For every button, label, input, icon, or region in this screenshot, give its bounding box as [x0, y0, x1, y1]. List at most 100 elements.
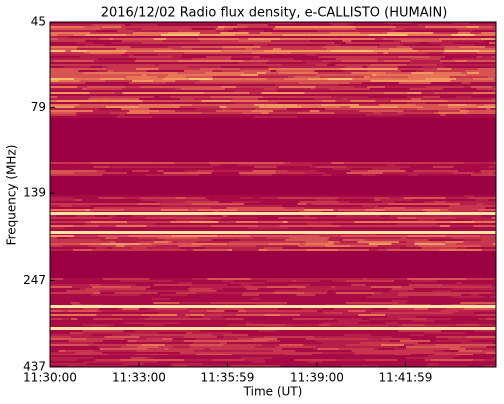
- spectrum-cell: [435, 340, 472, 342]
- spectrum-cell: [288, 237, 330, 239]
- spectrum-cell: [260, 201, 287, 203]
- spectrum-cell: [437, 223, 455, 225]
- spectrum-cell: [299, 314, 333, 316]
- spectrum-cell: [309, 296, 343, 298]
- spectrum-cell: [453, 312, 466, 314]
- spectrum-cell: [340, 44, 380, 46]
- spectrum-cell: [245, 199, 278, 201]
- spectrum-cell: [418, 174, 459, 176]
- spectrum-cell: [87, 54, 122, 56]
- spectrum-cell: [162, 78, 189, 80]
- spectrum-cell: [459, 30, 473, 32]
- spectrum-cell: [50, 32, 91, 34]
- spectrum-cell: [401, 237, 407, 239]
- spectrum-cell: [350, 174, 363, 176]
- spectrum-cell: [317, 82, 350, 84]
- spectrum-cell: [121, 346, 138, 348]
- spectrum-cell: [50, 209, 85, 211]
- spectrum-cell: [98, 346, 122, 348]
- spectrum-cell: [446, 235, 481, 237]
- spectrum-cell: [399, 116, 430, 118]
- spectrum-cell: [396, 52, 428, 54]
- spectrum-cell: [50, 235, 75, 237]
- spectrum-cell: [147, 348, 155, 350]
- spectrum-cell: [485, 352, 496, 354]
- spectrum-cell: [471, 90, 493, 92]
- spectrum-cell: [75, 215, 96, 217]
- spectrum-cell: [50, 207, 94, 209]
- spectrum-cell: [222, 46, 261, 48]
- spectrum-cell: [79, 80, 106, 82]
- spectrum-cell: [296, 288, 339, 290]
- spectrum-cell: [50, 172, 75, 174]
- spectrum-cell: [410, 363, 428, 365]
- spectrum-cell: [231, 58, 252, 60]
- spectrum-cell: [333, 318, 352, 320]
- spectrum-cell: [365, 290, 390, 292]
- spectrum-cell: [460, 302, 496, 304]
- spectrum-cell: [231, 22, 264, 24]
- spectrum-cell: [131, 316, 149, 318]
- spectrum-cell: [306, 249, 339, 251]
- spectrum-cell: [79, 104, 109, 106]
- spectrum-cell: [331, 280, 347, 282]
- spectrum-cell: [317, 221, 324, 223]
- spectrum-cell: [232, 249, 238, 251]
- spectrum-cell: [50, 363, 88, 365]
- spectrum-cell: [407, 174, 419, 176]
- spectrum-cell: [424, 359, 431, 361]
- spectrum-cell: [67, 310, 98, 312]
- spectrum-cell: [179, 247, 205, 249]
- spectrum-cell: [207, 62, 239, 64]
- spectrum-cell: [293, 66, 321, 68]
- spectrum-cell: [493, 88, 496, 90]
- spectrum-cell: [60, 74, 98, 76]
- spectrum-cell: [259, 348, 282, 350]
- spectrum-cell: [449, 76, 488, 78]
- spectrum-cell: [305, 243, 334, 245]
- spectrum-cell: [50, 199, 75, 201]
- spectrum-cell: [83, 26, 102, 28]
- spectrum-cell: [336, 215, 343, 217]
- spectrum-cell: [50, 195, 74, 197]
- spectrum-cell: [425, 290, 433, 292]
- spectrum-cell: [78, 308, 84, 310]
- spectrum-cell: [275, 346, 294, 348]
- spectrum-cell: [153, 50, 179, 52]
- spectrum-cell: [368, 338, 383, 340]
- spectrum-cell: [82, 88, 87, 90]
- spectrum-cell: [472, 92, 496, 94]
- spectrum-cell: [239, 172, 277, 174]
- spectrum-cell: [191, 203, 203, 205]
- spectrum-cell: [219, 201, 232, 203]
- spectrum-cell: [280, 38, 307, 40]
- spectrum-cell: [253, 104, 265, 106]
- spectrum-cell: [339, 62, 369, 64]
- spectrum-cell: [393, 94, 427, 96]
- spectrum-cell: [113, 70, 147, 72]
- spectrum-cell: [218, 54, 248, 56]
- spectrum-cell: [278, 164, 313, 166]
- spectrum-cell: [139, 320, 163, 322]
- spectrum-cell: [88, 217, 113, 219]
- spectrum-cell: [84, 288, 103, 290]
- spectrum-cell: [317, 100, 322, 102]
- spectrum-cell: [334, 241, 341, 243]
- spectrum-cell: [261, 170, 276, 172]
- spectrum-cell: [298, 219, 331, 221]
- spectrum-cell: [315, 340, 357, 342]
- spectrum-cell: [147, 72, 178, 74]
- spectrum-cell: [244, 72, 257, 74]
- spectrum-cell: [265, 76, 288, 78]
- spectrum-cell: [141, 344, 166, 346]
- spectrum-cell: [204, 114, 215, 116]
- spectrum-cell: [318, 116, 324, 118]
- spectrum-cell: [480, 352, 486, 354]
- spectrum-cell: [437, 112, 468, 114]
- spectrum-cell: [306, 203, 312, 205]
- spectrum-cell: [240, 197, 253, 199]
- spectrum-cell: [332, 235, 341, 237]
- spectrum-cell: [444, 215, 482, 217]
- spectrum-cell: [175, 88, 182, 90]
- spectrum-cell: [385, 314, 413, 316]
